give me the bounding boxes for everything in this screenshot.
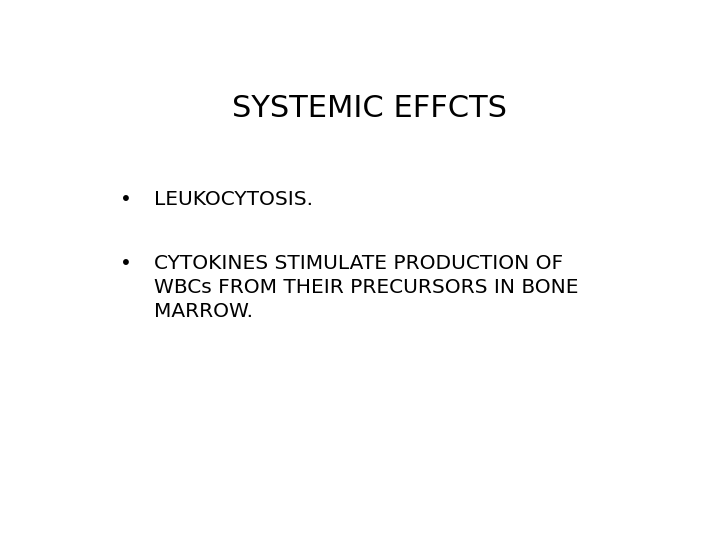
Text: •: • xyxy=(120,254,132,273)
Text: CYTOKINES STIMULATE PRODUCTION OF
WBCs FROM THEIR PRECURSORS IN BONE
MARROW.: CYTOKINES STIMULATE PRODUCTION OF WBCs F… xyxy=(154,254,579,321)
Text: •: • xyxy=(120,190,132,208)
Text: SYSTEMIC EFFCTS: SYSTEMIC EFFCTS xyxy=(232,94,506,123)
Text: LEUKOCYTOSIS.: LEUKOCYTOSIS. xyxy=(154,190,313,208)
